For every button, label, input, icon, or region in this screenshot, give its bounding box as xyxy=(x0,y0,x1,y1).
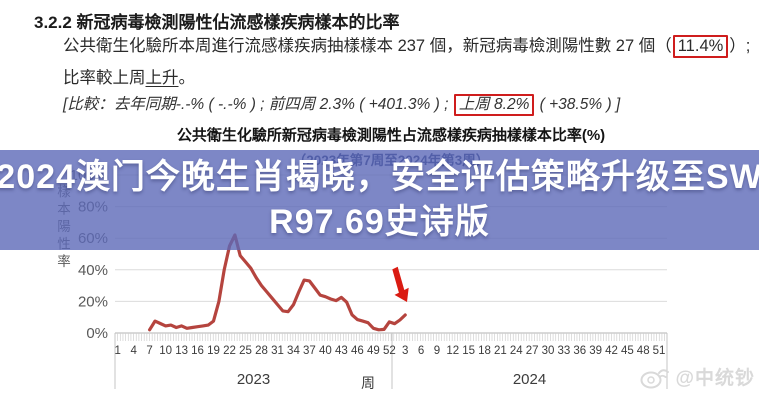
x-tick-label: 15 xyxy=(462,345,475,357)
comparison-text-suffix: ( +38.5% ) ] xyxy=(535,96,621,113)
comparison-text: [比較：去年同期-.-% ( -.-% ) ; 前四周 2.3% ( +401.… xyxy=(63,96,453,113)
trend-text: 比率較上周 xyxy=(63,69,146,87)
x-tick-label: 36 xyxy=(573,345,586,357)
x-tick-label: 28 xyxy=(255,345,268,357)
trend-arrow-icon xyxy=(392,266,409,302)
paragraph-sample-counts: 公共衛生化驗所本周進行流感樣疾病抽樣樣本 237 個，新冠病毒檢測陽性數 27 … xyxy=(63,32,751,58)
x-tick-label: 31 xyxy=(271,345,284,357)
y-tick-label: 40% xyxy=(78,262,108,279)
paragraph-trend: 比率較上周上升。 xyxy=(63,64,195,88)
x-tick-label: 6 xyxy=(418,345,424,357)
x-tick-label: 3 xyxy=(402,345,408,357)
x-tick-label: 4 xyxy=(130,345,137,357)
x-tick-label: 52 xyxy=(383,345,396,357)
y-tick-label: 20% xyxy=(78,293,108,310)
x-tick-label: 25 xyxy=(239,345,252,357)
chart-title: 公共衛生化驗所新冠病毒檢測陽性占流感樣疾病抽樣樣本比率(%) xyxy=(176,127,606,144)
watermark-handle: @中统钞 xyxy=(675,368,755,389)
x-tick-label: 33 xyxy=(557,345,570,357)
promo-overlay-line2: R97.69史诗版 xyxy=(269,203,490,241)
x-axis-title: 周 xyxy=(361,375,375,391)
x-tick-label: 48 xyxy=(637,345,650,357)
x-tick-label: 22 xyxy=(223,345,236,357)
x-tick-label: 10 xyxy=(159,345,172,357)
watermark: @中统钞 xyxy=(640,363,755,390)
x-tick-label: 9 xyxy=(434,345,440,357)
section-number: 3.2.2 xyxy=(34,13,72,32)
para1-text: 公共衛生化驗所本周進行流感樣疾病抽樣樣本 237 個，新冠病毒檢測陽性數 27 … xyxy=(63,37,672,55)
x-tick-label: 40 xyxy=(319,345,332,357)
y-tick-label: 0% xyxy=(86,325,108,342)
last-week-value: 上周 8.2% xyxy=(458,96,530,113)
last-week-highlight-box: 上周 8.2% xyxy=(453,94,535,116)
positive-rate-highlight-box: 11.4% xyxy=(672,35,729,58)
promo-overlay-line1: 2024澳门今晚生肖揭晓，安全评估策略升级至SW xyxy=(0,158,759,196)
x-tick-label: 43 xyxy=(335,345,348,357)
year-label-2024: 2024 xyxy=(513,371,546,388)
x-tick-label: 24 xyxy=(510,345,523,357)
x-tick-label: 19 xyxy=(207,345,220,357)
x-tick-label: 39 xyxy=(589,345,602,357)
promo-overlay-banner: 2024澳门今晚生肖揭晓，安全评估策略升级至SW R97.69史诗版 xyxy=(0,150,759,250)
paragraph-comparison: [比較：去年同期-.-% ( -.-% ) ; 前四周 2.3% ( +401.… xyxy=(63,92,621,116)
x-tick-label: 45 xyxy=(621,345,634,357)
x-tick-label: 12 xyxy=(446,345,459,357)
x-tick-label: 51 xyxy=(653,345,666,357)
trend-direction-underlined: 上升 xyxy=(145,69,179,87)
positive-rate-value: 11.4% xyxy=(677,37,724,55)
x-tick-label: 21 xyxy=(494,345,507,357)
x-tick-label: 27 xyxy=(526,345,539,357)
x-tick-label: 16 xyxy=(191,345,204,357)
para1-text-after: ）; xyxy=(729,37,751,55)
x-tick-label: 46 xyxy=(351,345,364,357)
x-tick-label: 30 xyxy=(542,345,555,357)
weibo-logo-icon xyxy=(640,365,670,389)
x-tick-label: 7 xyxy=(146,345,152,357)
data-series-line xyxy=(148,233,407,332)
year-label-2023: 2023 xyxy=(237,371,270,388)
x-tick-label: 49 xyxy=(367,345,380,357)
x-tick-label: 1 xyxy=(114,345,120,357)
x-tick-label: 42 xyxy=(605,345,618,357)
x-tick-label: 18 xyxy=(478,345,491,357)
section-title: 新冠病毒檢測陽性佔流感樣疾病樣本的比率 xyxy=(76,13,400,32)
x-tick-label: 34 xyxy=(287,345,300,357)
x-tick-label: 13 xyxy=(175,345,188,357)
trend-text-suffix: 。 xyxy=(178,69,196,87)
section-heading: 3.2.2 新冠病毒檢測陽性佔流感樣疾病樣本的比率 xyxy=(34,8,400,33)
x-tick-label: 37 xyxy=(303,345,316,357)
